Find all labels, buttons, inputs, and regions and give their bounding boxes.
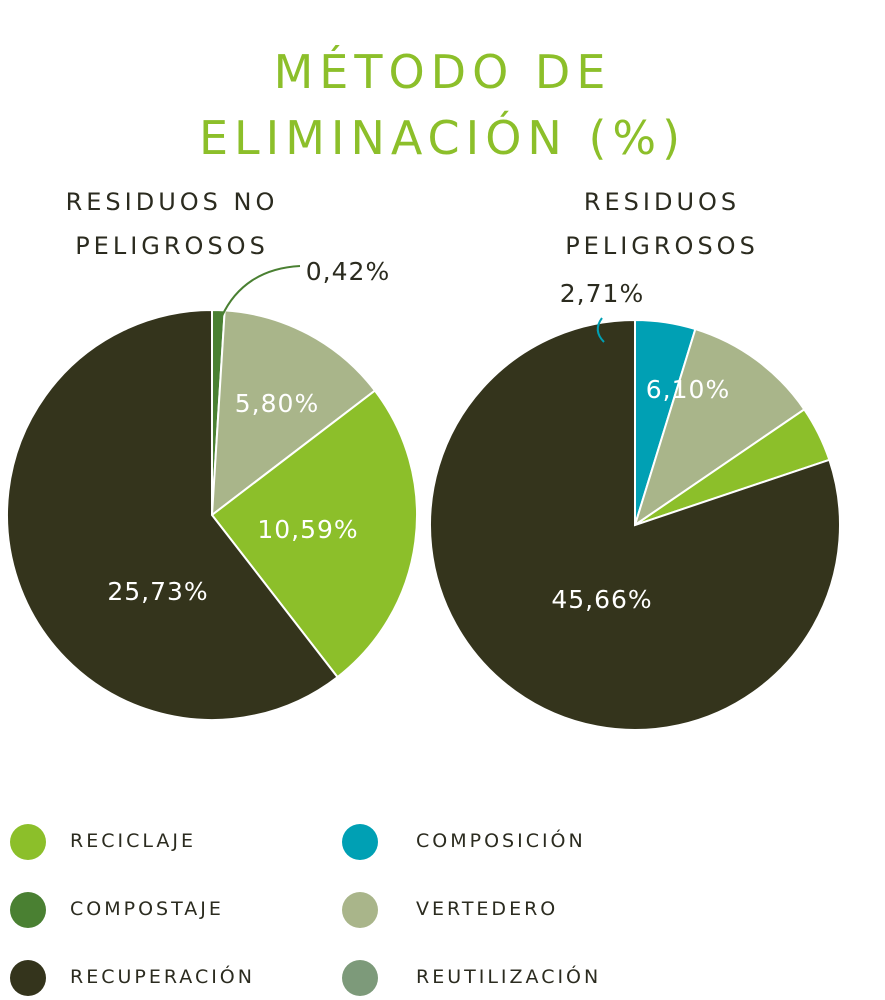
legend-swatch-reutilizacion — [342, 960, 378, 996]
legend-label-reciclaje: RECICLAJE — [70, 830, 196, 852]
pie-1-label-recuperacion: 25,73% — [107, 577, 208, 606]
pie-1-label-compostaje: 0,42% — [306, 257, 390, 286]
legend-swatch-composicion — [342, 824, 378, 860]
chart-2-title-line-2: PELIGROSOS — [565, 232, 759, 260]
legend-swatch-vertedero — [342, 892, 378, 928]
legend-label-compostaje: COMPOSTAJE — [70, 898, 224, 920]
legend-swatch-recuperacion — [10, 960, 46, 996]
chart-1-title-line-1: RESIDUOS NO — [66, 188, 279, 216]
pie-1-slice-reciclaje — [210, 389, 418, 679]
chart-title: MÉTODO DE ELIMINACIÓN (%) — [0, 39, 885, 171]
chart-2-title-line-1: RESIDUOS — [584, 188, 740, 216]
legend-label-recuperacion: RECUPERACIÓN — [70, 966, 255, 988]
pie-2-leader-composicion — [596, 317, 605, 343]
legend-label-composicion: COMPOSICIÓN — [416, 830, 586, 852]
legend-swatch-reciclaje — [10, 824, 46, 860]
pie-2-slice-vertedero — [633, 327, 806, 528]
pie-chart-non-hazardous: 0,42% 5,80% 10,59% 25,73% — [6, 257, 418, 721]
pie-2-label-composicion: 2,71% — [560, 279, 644, 308]
pie-1-slice-recuperacion — [6, 308, 339, 721]
pie-1-label-reciclaje: 10,59% — [257, 515, 358, 544]
pie-1-slice-vertedero — [210, 309, 377, 518]
pie-1-label-vertedero: 5,80% — [235, 389, 319, 418]
pie-1-leader-compostaje — [221, 265, 301, 317]
legend-label-vertedero: VERTEDERO — [416, 898, 559, 920]
legend-label-reutilizacion: REUTILIZACIÓN — [416, 966, 602, 988]
pie-2-label-recuperacion: 45,66% — [551, 585, 652, 614]
chart-1-title-line-2: PELIGROSOS — [75, 232, 269, 260]
pie-2-slice-recuperacion — [429, 318, 841, 731]
chart-title-line-1: MÉTODO DE — [273, 44, 612, 99]
pie-chart-hazardous: 2,71% 6,10% 45,66% — [429, 279, 841, 731]
pie-2-label-vertedero: 6,10% — [646, 375, 730, 404]
chart-title-line-2: ELIMINACIÓN (%) — [198, 110, 687, 165]
legend-swatch-compostaje — [10, 892, 46, 928]
